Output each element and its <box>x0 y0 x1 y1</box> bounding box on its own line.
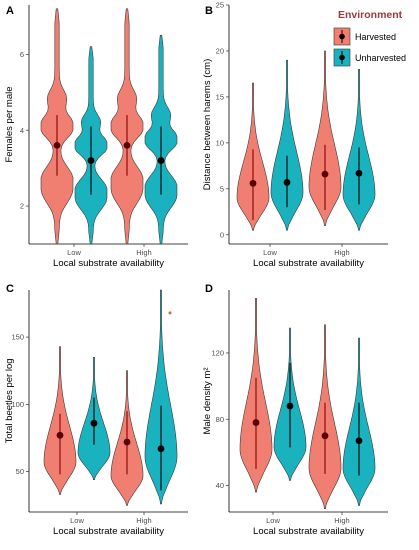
panel-letter: A <box>6 5 14 17</box>
legend-key-harvested-dot <box>339 33 345 40</box>
y-tick-label: 15 <box>216 93 224 102</box>
mean-point-harvested-high <box>123 141 131 149</box>
outlier-point <box>168 311 172 315</box>
panel-letter: C <box>6 283 14 295</box>
mean-point-harvested-high <box>123 438 131 446</box>
legend-entry-unharvested: Unharvested <box>333 48 406 67</box>
x-axis-title: Local substrate availability <box>53 258 164 269</box>
y-tick-label: 150 <box>11 333 24 342</box>
x-tick-label: Low <box>263 248 277 257</box>
y-tick-label: 4 <box>20 126 24 135</box>
x-axis-title: Local substrate availability <box>53 526 164 537</box>
y-tick-label: 80 <box>216 415 224 424</box>
y-axis-title: Distance between harems (cm) <box>202 59 213 190</box>
x-tick-label: High <box>136 248 151 257</box>
y-tick-label: 10 <box>216 138 224 147</box>
mean-point-harvested-low <box>252 419 260 426</box>
y-tick-label: 2 <box>20 202 24 211</box>
legend-entry-harvested: Harvested <box>333 27 396 46</box>
panel-letter: D <box>205 283 213 295</box>
mean-point-harvested-low <box>56 431 64 439</box>
mean-point-unharvested-low <box>286 402 294 410</box>
mean-point-unharvested-low <box>90 419 98 427</box>
x-tick-label: High <box>136 516 151 525</box>
mean-point-harvested-high <box>321 432 329 440</box>
y-tick-label: 40 <box>216 481 224 490</box>
violin-unharvested-low <box>270 59 304 231</box>
x-tick-label: Low <box>67 248 81 257</box>
mean-point-harvested-low <box>53 141 61 149</box>
legend-label-harvested: Harvested <box>355 32 396 42</box>
y-tick-label: 20 <box>216 47 224 56</box>
x-tick-label: Low <box>70 516 84 525</box>
y-tick-label: 0 <box>220 230 224 239</box>
legend-label-unharvested: Unharvested <box>355 53 406 63</box>
panel-letter: B <box>205 5 213 17</box>
y-tick-label: 6 <box>20 50 24 59</box>
y-tick-label: 120 <box>211 349 224 358</box>
y-axis-title: Females per male <box>4 86 15 162</box>
x-axis-title: Local substrate availability <box>253 526 364 537</box>
y-tick-label: 25 <box>216 1 224 10</box>
y-tick-label: 5 <box>220 184 224 193</box>
legend-key-unharvested-dot <box>339 54 345 61</box>
y-axis-title: Male density m² <box>202 367 213 434</box>
x-axis-title: Local substrate availability <box>253 258 364 269</box>
mean-point-unharvested-high <box>355 169 363 177</box>
mean-point-unharvested-high <box>157 157 165 164</box>
violin-harvested-high <box>308 50 342 226</box>
mean-point-harvested-high <box>321 170 329 178</box>
violin-unharvested-high <box>144 289 178 505</box>
x-tick-label: High <box>334 516 349 525</box>
mean-point-harvested-low <box>249 179 257 187</box>
mean-point-unharvested-low <box>87 157 95 164</box>
legend: Environment Harvested Unharvested <box>333 9 406 67</box>
mean-point-unharvested-high <box>355 437 363 445</box>
mean-point-unharvested-low <box>283 179 291 186</box>
x-tick-label: Low <box>266 516 280 525</box>
legend-title: Environment <box>338 9 403 21</box>
y-axis-title: Total beetles per log <box>4 358 15 443</box>
mean-point-unharvested-high <box>157 445 165 453</box>
x-tick-label: High <box>334 248 349 257</box>
y-tick-label: 100 <box>11 400 24 409</box>
y-tick-label: 50 <box>16 467 24 476</box>
